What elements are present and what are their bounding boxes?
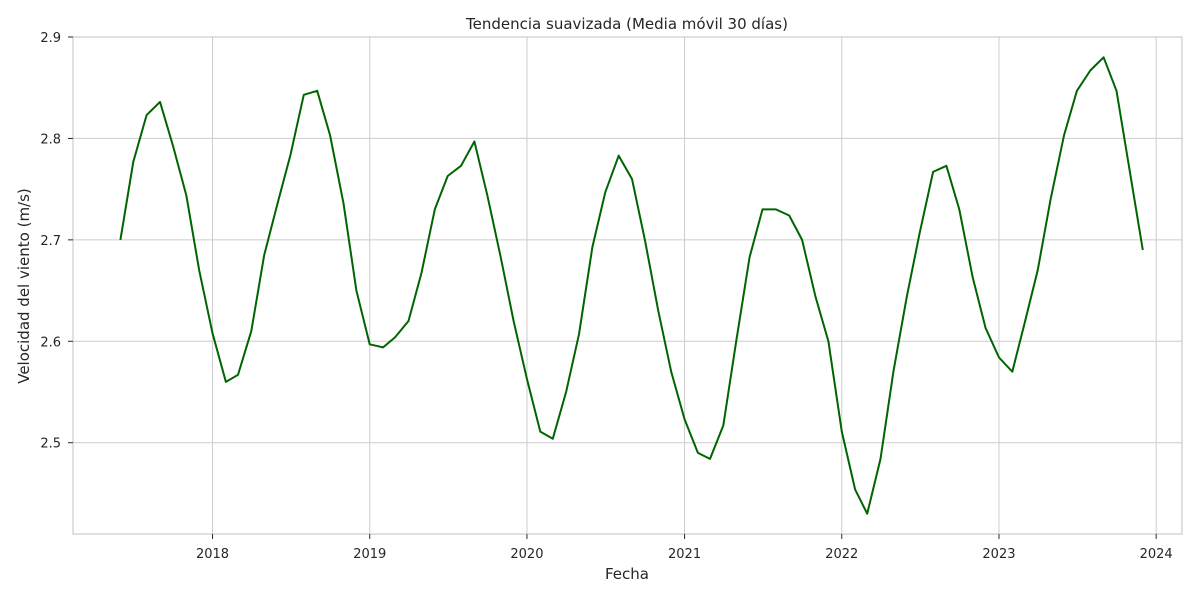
y-tick-label: 2.5 (40, 437, 61, 452)
chart-title: Tendencia suavizada (Media móvil 30 días… (465, 15, 788, 33)
y-gridlines (73, 36, 1182, 444)
y-tick-label: 2.8 (40, 132, 61, 147)
x-axis: 2018 2019 2020 2021 2022 2023 2024 (196, 534, 1173, 562)
plot-frame (72, 36, 1183, 535)
x-tick-label: 2018 (196, 547, 229, 562)
x-tick-label: 2024 (1140, 547, 1173, 562)
y-tick-label: 2.6 (40, 335, 61, 350)
series-line (119, 56, 1144, 515)
x-gridlines (212, 37, 1157, 534)
x-tick-label: 2019 (353, 547, 386, 562)
x-tick-label: 2023 (982, 547, 1015, 562)
x-tick-label: 2020 (510, 547, 543, 562)
y-tick-label: 2.9 (40, 31, 61, 46)
x-tick-label: 2022 (825, 547, 858, 562)
y-tick-label: 2.7 (40, 234, 61, 249)
x-axis-label: Fecha (605, 565, 649, 583)
y-axis: 2.5 2.6 2.7 2.8 2.9 (40, 31, 73, 452)
y-axis-label: Velocidad del viento (m/s) (15, 188, 33, 384)
x-tick-label: 2021 (668, 547, 701, 562)
